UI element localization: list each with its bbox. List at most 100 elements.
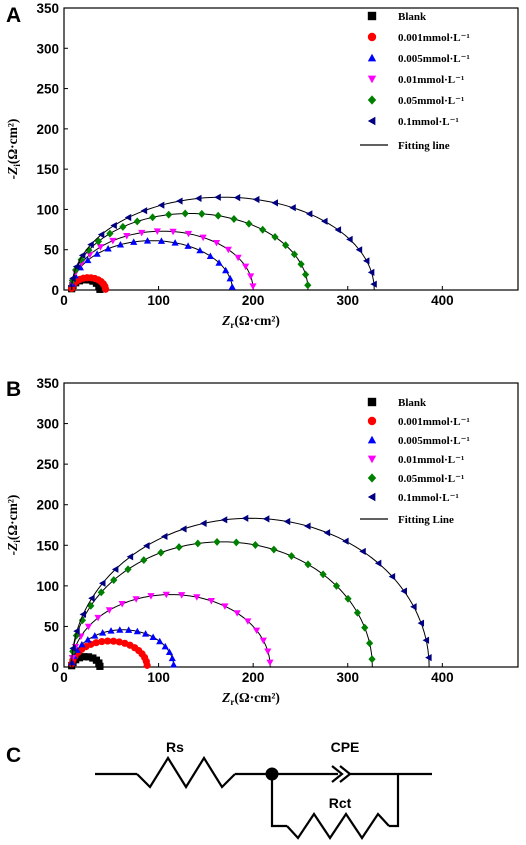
data-point — [215, 259, 223, 266]
data-point — [157, 201, 165, 209]
x-tick-label: 100 — [147, 293, 170, 308]
data-point — [249, 283, 257, 290]
data-point — [80, 653, 88, 661]
data-point — [171, 239, 179, 246]
plot-frame — [63, 382, 519, 668]
data-point — [323, 529, 331, 537]
data-point — [342, 537, 349, 545]
legend-entry: 0.1mmol·L⁻¹ — [398, 492, 459, 504]
data-point — [84, 256, 92, 264]
data-point — [148, 213, 157, 222]
data-point — [230, 215, 238, 223]
legend-fitting-label: Fitting line — [398, 140, 450, 152]
data-point — [77, 255, 85, 264]
data-point — [110, 576, 118, 585]
data-point — [319, 570, 327, 579]
data-point — [212, 239, 221, 247]
data-point — [252, 195, 260, 204]
y-tick-label: 300 — [36, 417, 59, 432]
data-point — [106, 229, 114, 238]
data-point — [123, 233, 131, 240]
data-point — [282, 241, 290, 250]
legend-marker — [367, 416, 377, 426]
data-point — [110, 221, 117, 230]
data-point — [124, 213, 132, 222]
legend-entry: 0.005mmol·L⁻¹ — [398, 435, 470, 447]
data-point — [85, 246, 93, 255]
data-point — [304, 560, 312, 569]
data-point — [366, 639, 374, 648]
data-point — [124, 565, 132, 574]
data-point — [176, 197, 183, 205]
legend-entry: Blank — [398, 11, 427, 23]
data-point — [400, 587, 407, 595]
x-tick-label: 300 — [336, 670, 359, 685]
data-point — [157, 548, 165, 557]
data-point — [133, 627, 141, 635]
data-point — [346, 235, 353, 244]
y-tick-label: 100 — [36, 579, 59, 594]
circuit-wire-branch-right — [389, 774, 400, 828]
legend-marker — [367, 116, 376, 126]
data-point — [143, 542, 150, 550]
nyquist-plot-b: 0 50 100 150 200 250 300 350 0 100 200 300 400 Zr(Ω·c… — [5, 376, 519, 707]
data-point — [157, 237, 166, 244]
panel-letter-b: B — [6, 378, 21, 401]
y-tick-label: 200 — [36, 122, 59, 137]
plot-frame — [63, 7, 519, 291]
equivalent-circuit: Rs CPE Rct — [95, 739, 432, 840]
data-point — [93, 250, 101, 257]
data-point — [367, 268, 375, 276]
x-axis-label: Zr(Ω·cm²) — [221, 690, 280, 707]
data-point — [168, 654, 176, 662]
data-point — [289, 204, 296, 212]
circuit-wire-branch — [270, 774, 287, 828]
data-point — [133, 217, 141, 226]
y-tick-label: 250 — [36, 82, 59, 97]
legend-fitting-label: Fitting Line — [398, 514, 454, 526]
data-point — [370, 280, 377, 288]
data-point — [247, 273, 255, 280]
data-point — [283, 517, 291, 526]
data-point — [87, 601, 95, 610]
x-tick-label: 200 — [242, 293, 265, 308]
data-point — [388, 572, 396, 581]
data-point — [271, 232, 279, 241]
data-point — [141, 630, 150, 637]
resistor-rs — [136, 755, 236, 790]
data-point — [259, 225, 267, 234]
data-point — [425, 654, 432, 662]
x-tick-label: 300 — [336, 293, 359, 308]
data-point — [245, 219, 253, 228]
data-point — [244, 618, 252, 625]
data-point — [75, 654, 84, 662]
data-point — [233, 194, 241, 202]
data-point — [140, 556, 148, 565]
data-point — [304, 281, 312, 290]
data-point — [84, 636, 92, 643]
data-point — [165, 210, 173, 219]
data-point — [362, 257, 370, 265]
data-point — [99, 579, 106, 587]
data-point — [91, 632, 99, 639]
data-point — [178, 592, 186, 599]
legend-entry: 0.01mmol·L⁻¹ — [398, 74, 464, 86]
data-point — [264, 648, 272, 655]
x-tick-label: 0 — [60, 293, 68, 308]
data-point — [87, 241, 94, 249]
data-point — [199, 234, 207, 242]
data-point — [262, 515, 270, 523]
data-point — [332, 581, 341, 590]
x-tick-label: 400 — [431, 293, 454, 308]
data-point — [410, 603, 417, 611]
data-point — [96, 244, 105, 251]
data-point — [69, 644, 76, 652]
legend-marker — [367, 473, 377, 483]
data-point — [97, 588, 105, 597]
data-point — [224, 246, 232, 254]
data-point — [422, 636, 430, 644]
data-point — [287, 552, 296, 561]
data-point — [138, 229, 146, 237]
data-point — [94, 237, 103, 246]
data-point — [84, 653, 93, 661]
